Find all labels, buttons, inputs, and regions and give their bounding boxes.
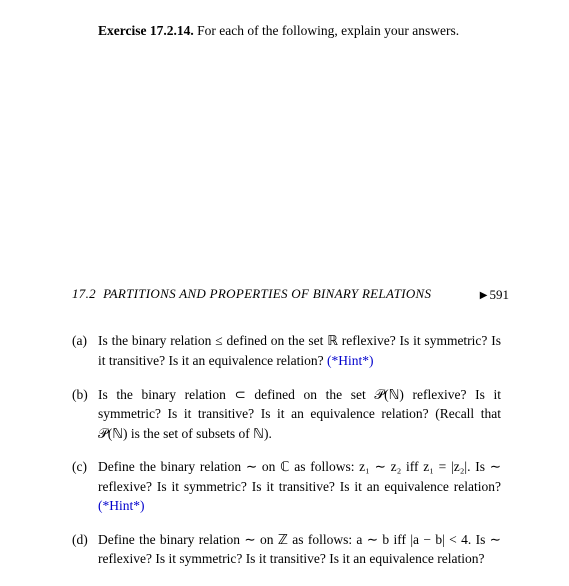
item-d-body: Define the binary relation ∼ on ℤ as fol… bbox=[98, 530, 501, 569]
item-c-hint: (*Hint*) bbox=[98, 498, 145, 513]
item-a: (a) Is the binary relation ≤ defined on … bbox=[72, 331, 501, 370]
item-a-text: Is the binary relation ≤ defined on the … bbox=[98, 333, 501, 368]
section-title-wrap: 17.2 PARTITIONS AND PROPERTIES OF BINARY… bbox=[72, 286, 431, 302]
page-number-wrap: ▶591 bbox=[480, 287, 509, 303]
exercise-header-region: Exercise 17.2.14. For each of the follow… bbox=[0, 0, 569, 41]
item-b-label: (b) bbox=[72, 385, 98, 444]
page-number: 591 bbox=[490, 287, 510, 303]
item-c: (c) Define the binary relation ∼ on ℂ as… bbox=[72, 457, 501, 516]
video-icon: ▶ bbox=[480, 290, 488, 301]
item-a-body: Is the binary relation ≤ defined on the … bbox=[98, 331, 501, 370]
item-a-hint: (*Hint*) bbox=[327, 353, 374, 368]
item-b: (b) Is the binary relation ⊂ defined on … bbox=[72, 385, 501, 444]
exercise-items: (a) Is the binary relation ≤ defined on … bbox=[0, 303, 569, 569]
page-break-gap bbox=[0, 41, 569, 286]
section-header: 17.2 PARTITIONS AND PROPERTIES OF BINARY… bbox=[0, 286, 569, 304]
item-b-body: Is the binary relation ⊂ defined on the … bbox=[98, 385, 501, 444]
item-c-text: Define the binary relation ∼ on ℂ as fol… bbox=[98, 459, 501, 494]
item-d: (d) Define the binary relation ∼ on ℤ as… bbox=[72, 530, 501, 569]
section-title: PARTITIONS AND PROPERTIES OF BINARY RELA… bbox=[103, 286, 431, 301]
section-number: 17.2 bbox=[72, 286, 96, 301]
item-c-label: (c) bbox=[72, 457, 98, 516]
exercise-number: Exercise 17.2.14. bbox=[98, 23, 194, 38]
item-d-label: (d) bbox=[72, 530, 98, 569]
item-c-body: Define the binary relation ∼ on ℂ as fol… bbox=[98, 457, 501, 516]
exercise-intro: For each of the following, explain your … bbox=[197, 23, 459, 38]
item-a-label: (a) bbox=[72, 331, 98, 370]
item-d-text: Define the binary relation ∼ on ℤ as fol… bbox=[98, 532, 501, 567]
exercise-header: Exercise 17.2.14. For each of the follow… bbox=[98, 22, 499, 41]
item-b-text: Is the binary relation ⊂ defined on the … bbox=[98, 387, 501, 441]
